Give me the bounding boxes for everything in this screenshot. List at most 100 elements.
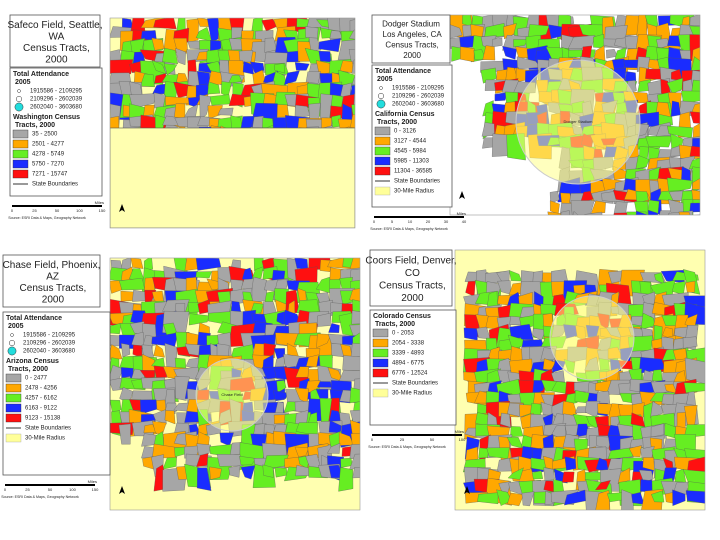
census-tract	[175, 48, 186, 66]
census-tract	[294, 446, 310, 458]
census-tract	[351, 59, 355, 74]
title-box	[9, 14, 101, 68]
attendance-symbol	[7, 346, 17, 356]
census-tract	[681, 90, 700, 104]
census-tract	[305, 71, 321, 84]
census-tract	[678, 211, 691, 215]
census-tract	[635, 210, 648, 215]
tract-range: 6776 - 12524	[392, 371, 428, 377]
census-tract	[500, 412, 511, 428]
census-tract	[685, 280, 696, 293]
census-tract	[521, 491, 535, 507]
census-tract	[263, 424, 275, 434]
tract-range: 4545 - 5984	[394, 149, 427, 155]
census-tract	[110, 344, 123, 360]
census-tract	[338, 467, 354, 492]
title-box	[369, 249, 453, 307]
census-tract	[460, 46, 475, 63]
census-tract	[110, 59, 134, 75]
legend-swatch	[5, 413, 22, 423]
legend-swatch	[372, 338, 389, 348]
census-tract	[450, 24, 463, 39]
map	[455, 250, 705, 510]
census-tract	[274, 63, 286, 74]
tract-range: 5985 - 11303	[394, 159, 430, 165]
census-tract	[650, 423, 665, 438]
scale-tick: 0	[4, 487, 7, 492]
legend-heading: Total Attendance 2005	[13, 71, 69, 86]
attendance-range: 1915586 - 2109295	[23, 333, 76, 339]
scale-tick: 100	[76, 208, 83, 213]
map: Dodger Stadium	[450, 15, 700, 215]
legend-swatch	[374, 166, 391, 176]
legend-swatch	[12, 159, 29, 169]
census-tract	[628, 445, 642, 457]
scale-tick: 10	[408, 219, 413, 224]
census-tract	[651, 369, 663, 382]
census-tract	[217, 267, 232, 283]
attendance-symbol	[377, 92, 385, 100]
census-tract	[689, 111, 700, 124]
legend-swatch	[374, 146, 391, 156]
census-tract	[110, 280, 122, 294]
census-tract	[349, 29, 355, 40]
scale-tick: 150	[99, 208, 106, 213]
census-tract	[607, 447, 634, 460]
census-tract	[164, 410, 176, 425]
legend-swatch	[12, 129, 29, 139]
census-tract	[648, 209, 658, 215]
legend-extra: State Boundaries	[32, 182, 78, 188]
census-tract	[151, 60, 167, 75]
attendance-symbol	[10, 333, 14, 337]
attendance-symbol	[8, 339, 16, 347]
scale-bar	[5, 484, 95, 486]
census-tract	[543, 467, 555, 484]
census-tract	[645, 135, 673, 148]
census-tract	[338, 370, 360, 382]
census-tract	[263, 454, 289, 470]
tract-range: 6163 - 9122	[25, 406, 58, 412]
tract-range: 0 - 2477	[25, 376, 48, 382]
scale-tick: 5	[391, 219, 394, 224]
census-tract	[630, 412, 646, 427]
radius-symbol	[5, 433, 22, 443]
tract-range: 7271 - 15747	[32, 172, 68, 178]
census-tract	[163, 63, 178, 76]
census-tract	[342, 355, 360, 371]
tract-range: 11304 - 36585	[394, 169, 433, 175]
census-tract	[240, 465, 256, 480]
census-tract	[692, 138, 700, 149]
legend-swatch	[374, 126, 391, 136]
north-arrow	[119, 486, 125, 494]
scale-tick: 0	[371, 437, 374, 442]
census-tract	[542, 413, 554, 428]
census-tract	[666, 177, 693, 193]
census-tract	[140, 73, 155, 88]
census-tract	[348, 49, 355, 65]
census-tract	[162, 47, 178, 65]
census-tract	[527, 24, 550, 39]
legend-extra: State Boundaries	[394, 179, 440, 185]
census-tract	[196, 453, 209, 468]
tract-range: 2478 - 4256	[25, 386, 58, 392]
census-tract	[199, 94, 212, 120]
scale-tick: 0	[11, 208, 14, 213]
census-tract	[217, 107, 234, 116]
census-tract	[518, 456, 535, 472]
legend-swatch	[374, 156, 391, 166]
census-tract	[276, 380, 287, 393]
census-tract	[510, 426, 524, 438]
census-tract	[273, 390, 288, 400]
tract-range: 0 - 2053	[392, 331, 415, 337]
attendance-range: 2602040 - 3603680	[23, 349, 76, 355]
scale-tick: 25	[32, 208, 37, 213]
census-tract	[689, 145, 700, 157]
title-box	[371, 14, 451, 64]
north-arrow	[464, 486, 470, 494]
attendance-range: 1915586 - 2109295	[392, 86, 445, 92]
census-tract	[572, 211, 579, 215]
tract-range: 3127 - 4544	[394, 139, 427, 145]
census-tract	[308, 37, 322, 52]
legend-box	[2, 311, 111, 476]
